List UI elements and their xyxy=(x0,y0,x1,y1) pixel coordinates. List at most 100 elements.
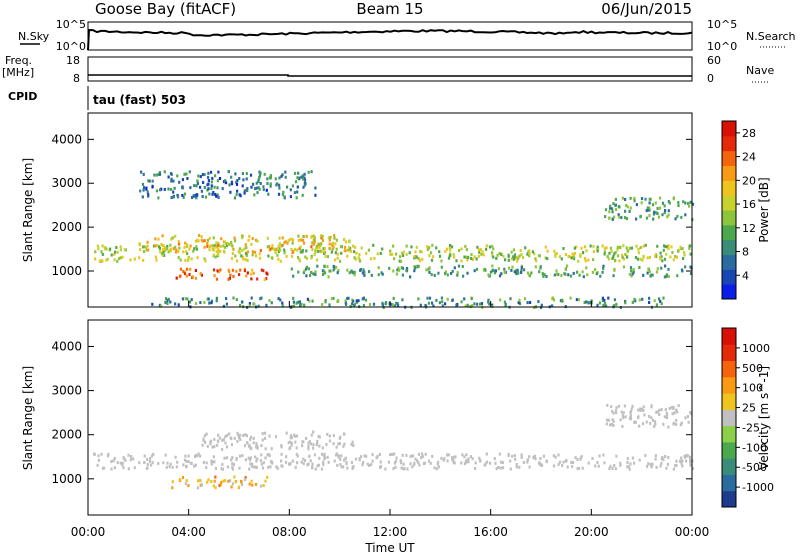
echo-cell xyxy=(277,192,281,196)
echo-cell xyxy=(613,298,616,302)
echo-cell xyxy=(475,267,479,271)
echo-cell xyxy=(248,467,251,471)
echo-cell xyxy=(212,484,215,488)
echo-cell xyxy=(273,248,276,251)
echo-cell xyxy=(94,257,97,261)
colorbar-swatch xyxy=(722,490,736,508)
echo-cell xyxy=(453,461,456,465)
echo-cell xyxy=(239,268,242,272)
echo-cell xyxy=(368,464,371,467)
echo-cell xyxy=(394,252,398,256)
echo-cell xyxy=(160,187,163,191)
echo-cell xyxy=(380,271,383,275)
echo-cell xyxy=(333,459,336,463)
echo-cell xyxy=(303,181,306,185)
echo-cell xyxy=(663,415,666,419)
echo-cell xyxy=(293,433,296,437)
echo-cell xyxy=(237,435,241,439)
echo-cell xyxy=(169,462,172,466)
echo-cell xyxy=(500,253,503,256)
echo-cell xyxy=(523,268,526,272)
echo-cell xyxy=(162,250,165,254)
echo-cell xyxy=(98,259,101,263)
echo-cell xyxy=(141,195,144,199)
echo-cell xyxy=(615,406,618,410)
echo-cell xyxy=(606,403,609,407)
echo-cell xyxy=(515,463,518,466)
echo-cell xyxy=(146,190,149,194)
echo-cell xyxy=(313,253,316,257)
echo-cell xyxy=(491,264,494,268)
noise-sky-line xyxy=(87,28,693,51)
echo-cell xyxy=(238,433,242,437)
echo-cell xyxy=(324,254,327,258)
echo-cell xyxy=(492,247,495,251)
echo-cell xyxy=(660,266,663,270)
echo-cell xyxy=(417,452,420,456)
echo-cell xyxy=(427,459,431,463)
echo-cell xyxy=(603,461,606,465)
echo-cell xyxy=(318,245,321,249)
echo-cell xyxy=(178,274,181,278)
echo-cell xyxy=(477,254,480,258)
freq-tick-bottom: 8 xyxy=(73,72,80,85)
echo-cell xyxy=(320,467,323,471)
echo-cell xyxy=(217,243,220,247)
echo-cell xyxy=(430,258,434,262)
echo-cell xyxy=(402,462,405,466)
echo-cell xyxy=(424,304,427,308)
echo-cell xyxy=(217,253,220,257)
echo-cell xyxy=(170,237,173,241)
echo-cell xyxy=(663,275,666,279)
echo-cell xyxy=(210,480,213,483)
echo-cell xyxy=(346,297,349,300)
echo-cell xyxy=(103,247,106,251)
echo-cell xyxy=(564,272,567,276)
echo-cell xyxy=(405,252,408,256)
colorbar-swatch xyxy=(722,239,736,255)
echo-cell xyxy=(684,201,687,205)
echo-cell xyxy=(485,460,489,464)
range-tick-label: 2000 xyxy=(51,428,82,442)
echo-cell xyxy=(656,207,659,210)
echo-cell xyxy=(307,462,310,466)
echo-cell xyxy=(246,187,249,191)
echo-cell xyxy=(317,249,320,253)
nave-tick-bottom: 0 xyxy=(707,72,714,85)
echo-cell xyxy=(340,465,343,469)
echo-cell xyxy=(207,187,210,191)
echo-cell xyxy=(307,444,310,448)
echo-cell xyxy=(193,184,196,188)
echo-cell xyxy=(143,245,146,249)
echo-cell xyxy=(398,259,401,263)
colorbar-swatch xyxy=(722,269,736,285)
echo-cell xyxy=(609,204,612,208)
echo-cell xyxy=(545,460,548,464)
colorbar-tick-label: 24 xyxy=(742,151,756,164)
echo-cell xyxy=(196,486,200,490)
echo-cell xyxy=(537,254,541,258)
echo-cell xyxy=(628,246,631,250)
echo-cell xyxy=(686,415,690,418)
echo-cell xyxy=(674,217,677,221)
echo-cell xyxy=(231,252,234,255)
echo-cell xyxy=(164,246,167,250)
echo-cell xyxy=(331,247,334,251)
echo-cell xyxy=(176,174,179,178)
echo-cell xyxy=(631,404,634,408)
echo-cell xyxy=(186,177,189,180)
echo-cell xyxy=(612,419,615,423)
echo-cell xyxy=(664,245,667,248)
echo-cell xyxy=(416,265,419,269)
echo-cell xyxy=(392,244,395,248)
echo-cell xyxy=(217,241,220,245)
echo-cell xyxy=(344,240,348,244)
echo-cell xyxy=(165,247,168,251)
echo-cell xyxy=(360,246,363,250)
echo-cell xyxy=(183,172,186,176)
echo-cell xyxy=(493,457,496,461)
echo-cell xyxy=(200,238,203,242)
echo-cell xyxy=(660,302,663,306)
colorbar-swatch xyxy=(722,474,736,492)
echo-cell xyxy=(685,459,688,463)
